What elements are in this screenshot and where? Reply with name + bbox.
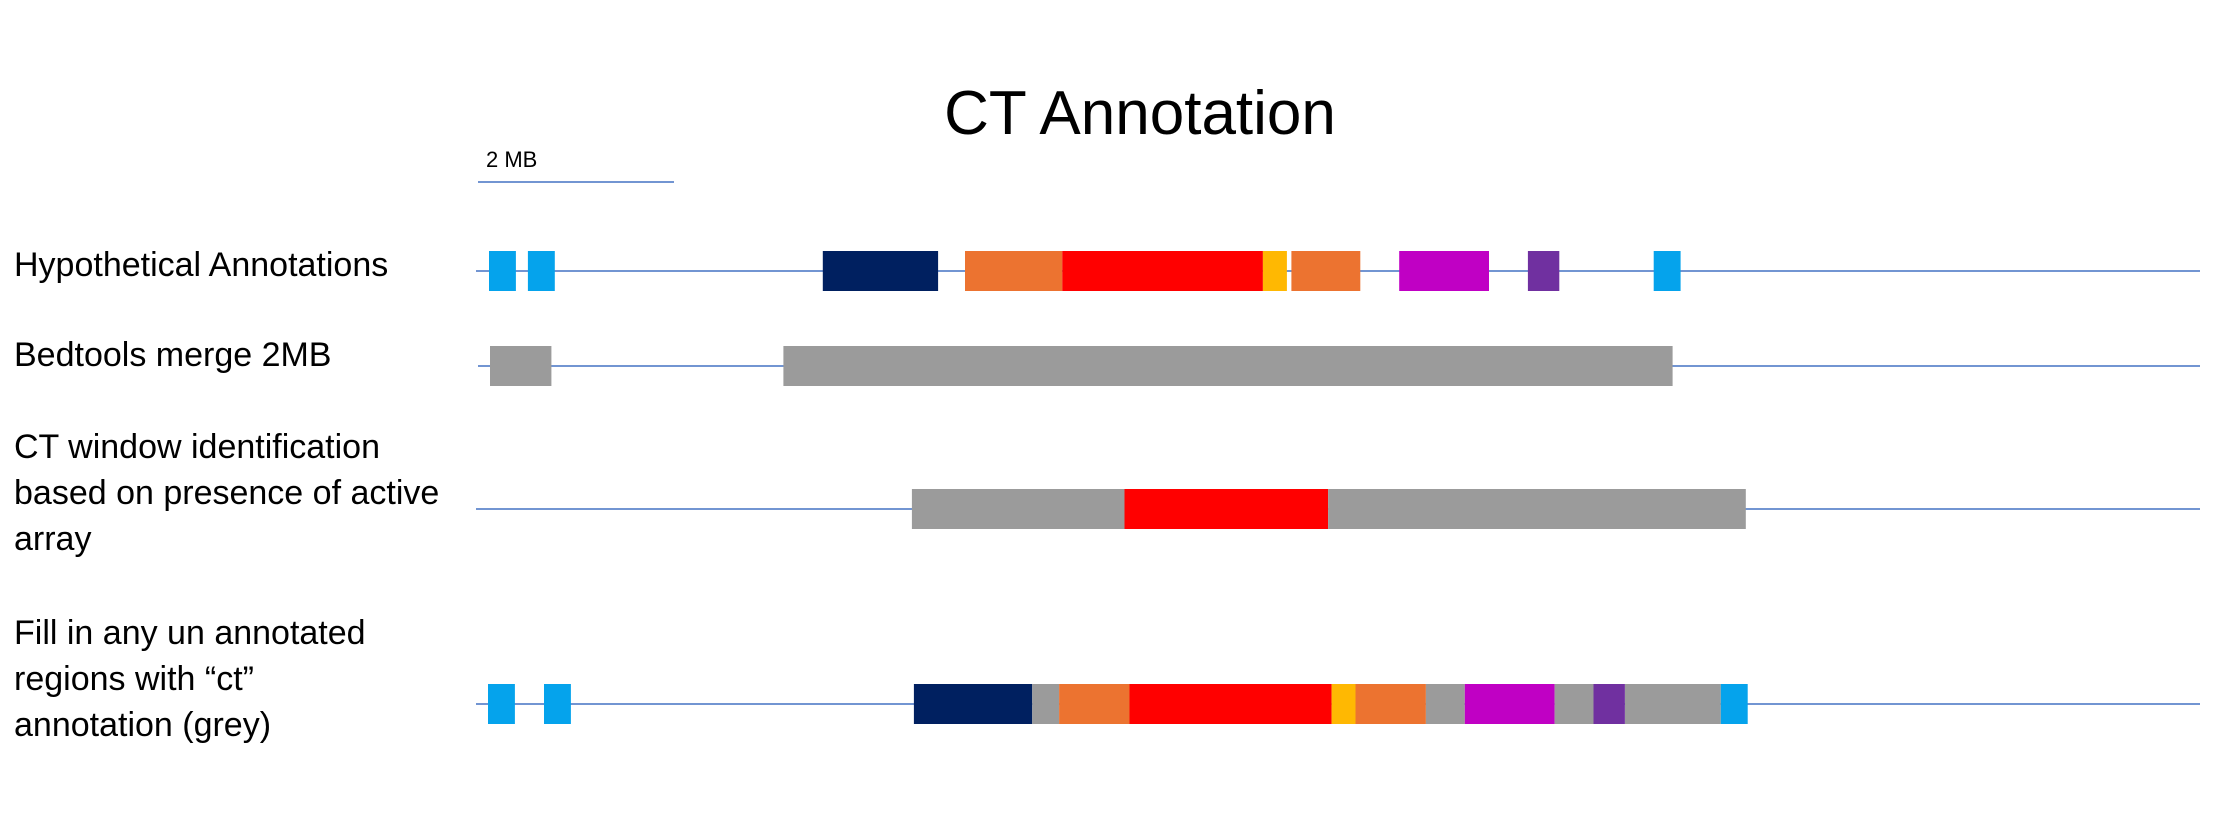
segment-red: [1129, 684, 1332, 724]
segment-grey: [1328, 489, 1746, 529]
row-label-line: Fill in any un annotated: [14, 614, 366, 652]
segment-navy: [913, 684, 1033, 724]
segment-magenta: [1399, 251, 1489, 291]
tracks-layer: [476, 251, 2200, 724]
segment-grey: [490, 346, 552, 386]
row-label-line: based on presence of active: [14, 474, 440, 512]
row-label-line: Hypothetical Annotations: [14, 246, 389, 284]
segment-purple: [1593, 684, 1625, 724]
segment-orange: [1291, 251, 1361, 291]
segment-grey: [1032, 684, 1060, 724]
diagram-title: CT Annotation: [944, 79, 1336, 148]
row-label-line: Bedtools merge 2MB: [14, 336, 332, 374]
segment-grey: [911, 489, 1125, 529]
segment-light-blue: [489, 251, 516, 291]
segment-orange: [965, 251, 1063, 291]
track-bedtools-merge: [478, 346, 2200, 386]
segment-red: [1062, 251, 1263, 291]
row-label-line: regions with “ct”: [14, 660, 254, 698]
segment-light-blue: [527, 251, 555, 291]
segment-purple: [1527, 251, 1560, 291]
segment-light-blue: [1653, 251, 1681, 291]
row-label-ct-window-identification: CT window identification based on presen…: [14, 424, 474, 562]
segment-amber: [1331, 684, 1356, 724]
segment-red: [1124, 489, 1329, 529]
segment-light-blue: [1720, 684, 1748, 724]
segment-light-blue: [488, 684, 515, 724]
segment-grey: [1554, 684, 1594, 724]
track-hypothetical-annotations: [476, 251, 2200, 291]
row-label-line: array: [14, 520, 92, 558]
segment-grey: [1625, 684, 1721, 724]
row-label-fill-ct-annotation: Fill in any un annotated regions with “c…: [14, 610, 474, 748]
row-label-line: CT window identification: [14, 428, 380, 466]
row-label-hypothetical-annotations: Hypothetical Annotations: [14, 242, 474, 288]
segment-grey: [1425, 684, 1465, 724]
segment-navy: [822, 251, 939, 291]
segment-amber: [1262, 251, 1287, 291]
segment-light-blue: [544, 684, 571, 724]
row-label-line: annotation (grey): [14, 706, 272, 744]
track-ct-window-identification: [476, 489, 2200, 529]
track-fill-ct-annotation: [476, 684, 2200, 724]
row-label-bedtools-merge: Bedtools merge 2MB: [14, 332, 474, 378]
segment-grey: [783, 346, 1673, 386]
segment-orange: [1355, 684, 1426, 724]
scale-bar-label: 2 MB: [486, 147, 538, 172]
segment-orange: [1059, 684, 1130, 724]
segment-magenta: [1464, 684, 1555, 724]
